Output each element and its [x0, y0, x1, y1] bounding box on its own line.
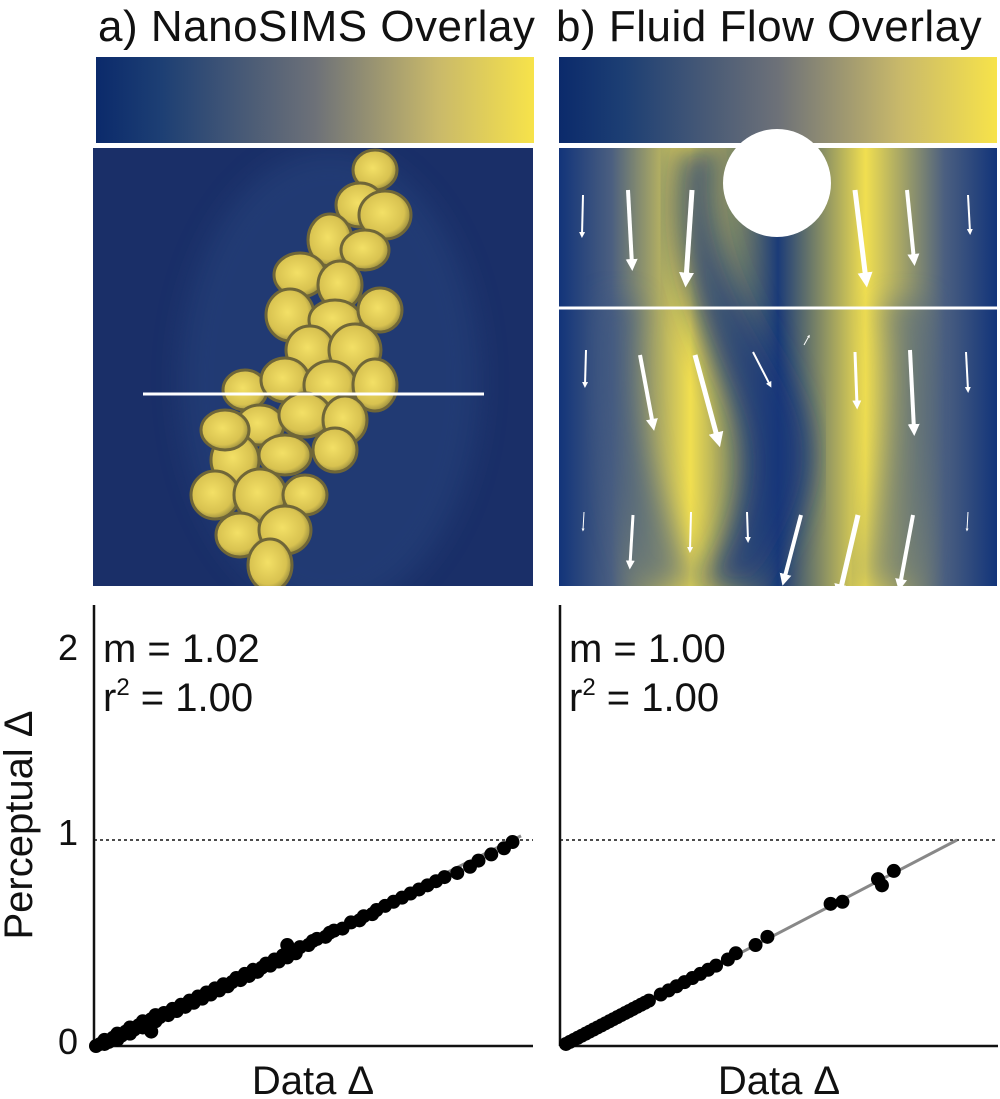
- plotA-point: [437, 870, 452, 885]
- obstacle-circle: [723, 129, 831, 237]
- plot-b-slope-label: m = 1.00: [569, 627, 726, 671]
- flow-arrow: [692, 354, 724, 448]
- flow-arrow: [582, 349, 589, 388]
- flow-arrow: [581, 511, 585, 532]
- cell-blob: [199, 408, 251, 452]
- plot-a-xlabel: Data Δ: [252, 1059, 374, 1099]
- plot-a-ytick-0: 0: [58, 1021, 78, 1062]
- plotA-point: [450, 865, 465, 880]
- panel-b-title: b) Fluid Flow Overlay: [556, 2, 983, 51]
- panel-a-title: a) NanoSIMS Overlay: [98, 2, 536, 51]
- plotB-point: [886, 863, 901, 878]
- cell-blob: [351, 357, 399, 413]
- plotA-point: [505, 835, 520, 850]
- flow-arrow: [834, 514, 861, 586]
- flow-arrow: [905, 189, 920, 266]
- plotB-point: [835, 894, 850, 909]
- flow-arrow: [744, 511, 751, 543]
- plotB-point: [709, 958, 724, 973]
- plot-a-ytick-2: 2: [58, 627, 78, 668]
- plotB-point: [823, 896, 838, 911]
- plot-a-ytick-1: 1: [58, 812, 78, 853]
- plotB-point: [874, 878, 889, 893]
- cell-blob: [356, 286, 404, 334]
- plot-b-r2-label: r2 = 1.00: [569, 674, 719, 720]
- flow-arrow: [625, 189, 638, 271]
- flow-arrow: [779, 514, 803, 586]
- plotA-point: [484, 847, 499, 862]
- plot-b: m = 1.00 r2 = 1.00 Data Δ: [558, 605, 998, 1099]
- plotB-point: [641, 993, 656, 1008]
- flow-arrow: [638, 354, 658, 431]
- cell-blob: [246, 537, 294, 586]
- flow-arrow: [752, 351, 772, 388]
- flow-arrow: [852, 189, 873, 288]
- flow-arrow: [803, 334, 810, 346]
- cell-blob: [257, 433, 313, 477]
- flow-arrow: [966, 194, 973, 235]
- cell-blob: [189, 469, 241, 521]
- panel-a-colorbar: [96, 57, 534, 143]
- flow-arrow: [907, 349, 920, 436]
- plot-a-slope-label: m = 1.02: [103, 627, 260, 671]
- panel-a-image: [93, 148, 533, 586]
- flow-arrow: [852, 351, 862, 410]
- plot-a-r2-label: r2 = 1.00: [103, 674, 253, 720]
- cell-blob: [339, 228, 391, 272]
- flow-arrow: [679, 189, 695, 288]
- plot-a-ylabel: Perceptual Δ: [0, 710, 41, 939]
- plotB-point: [760, 929, 775, 944]
- plotA-point: [280, 938, 295, 953]
- plot-a: 2 1 0 m = 1.02 r2 = 1.00 Perceptual Δ Da…: [0, 605, 533, 1099]
- flow-arrow: [965, 511, 969, 532]
- plotB-point: [748, 938, 763, 953]
- plotB-point: [728, 946, 743, 961]
- panel-b-colorbar: [559, 57, 997, 143]
- flow-arrow: [579, 194, 586, 238]
- flow-arrow: [625, 514, 635, 570]
- flow-arrow: [687, 511, 694, 553]
- flow-arrow: [895, 514, 915, 586]
- plotA-point: [144, 1024, 159, 1039]
- flow-arrow: [964, 351, 971, 393]
- cell-blob: [311, 426, 359, 474]
- plot-b-xlabel: Data Δ: [718, 1059, 840, 1099]
- plotA-point: [471, 853, 486, 868]
